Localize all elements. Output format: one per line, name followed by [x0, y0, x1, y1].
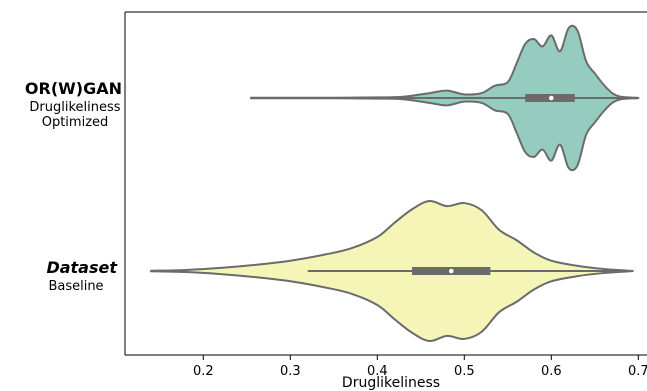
x-ticks: 0.2 0.3 0.4 0.5 0.6 0.7 [193, 355, 647, 379]
x-axis-title: Druglikeliness [342, 375, 440, 391]
x-tick-label: 0.3 [280, 364, 301, 379]
x-tick-label: 0.5 [454, 364, 475, 379]
median-dot [549, 95, 554, 101]
violin-layer [150, 24, 640, 343]
x-tick-label: 0.7 [628, 364, 647, 379]
category-label-dataset: Dataset Baseline [46, 258, 118, 294]
axes-frame [124, 11, 647, 356]
category-label-sub-line2: Optimized [42, 115, 109, 130]
category-label-sub-line1: Druglikeliness [29, 100, 120, 115]
category-label-sub: Baseline [48, 279, 103, 294]
x-tick-label: 0.6 [541, 364, 562, 379]
category-label-orwgan: OR(W)GAN Druglikeliness Optimized [25, 79, 122, 130]
x-tick-label: 0.4 [367, 364, 388, 379]
category-label-main: OR(W)GAN [25, 79, 122, 98]
x-tick-label: 0.2 [193, 364, 214, 379]
median-dot [448, 268, 454, 274]
category-label-main: Dataset [46, 258, 118, 277]
